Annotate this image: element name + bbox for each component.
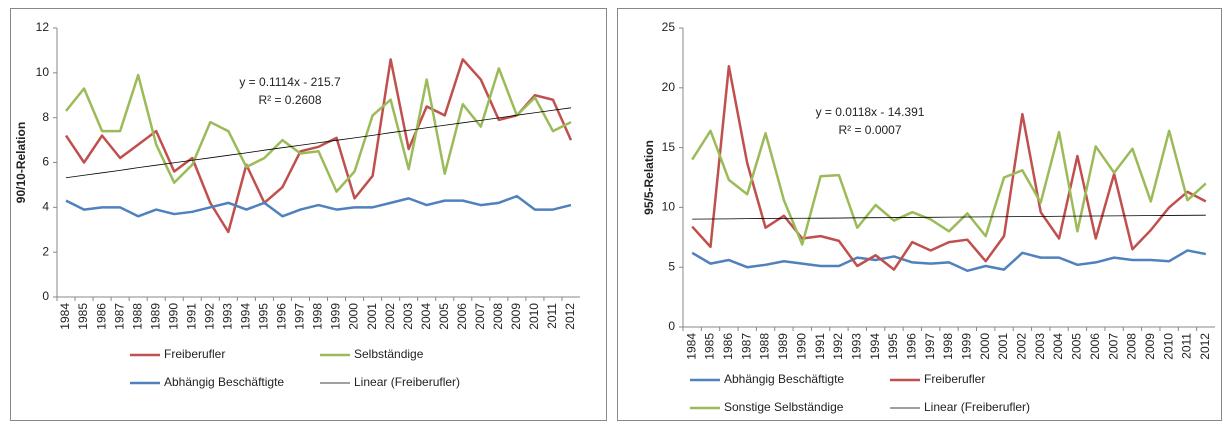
- legend-label: Linear (Freiberufler): [924, 400, 1030, 414]
- series-line: [64, 58, 573, 234]
- y-tick-label: 25: [662, 20, 676, 34]
- x-tick-label: 2002: [383, 303, 397, 330]
- y-tick-label: 10: [36, 65, 50, 79]
- x-tick-label: 1997: [923, 333, 937, 360]
- y-tick-label: 12: [36, 20, 50, 34]
- x-tick-label: 2001: [996, 333, 1010, 360]
- x-tick-label: 2007: [1106, 333, 1120, 360]
- x-tick-label: 1988: [130, 303, 144, 330]
- y-tick-label: 6: [42, 155, 49, 169]
- x-tick-label: 2009: [1143, 333, 1157, 360]
- x-tick-label: 1999: [329, 303, 343, 330]
- series-line: [65, 107, 572, 179]
- x-tick-label: 1989: [776, 333, 790, 360]
- y-tick-label: 4: [42, 200, 49, 214]
- y-tick-label: 20: [662, 80, 676, 94]
- x-tick-label: 1999: [960, 333, 974, 360]
- x-tick-label: 2012: [563, 303, 577, 330]
- series-line: [691, 129, 1207, 246]
- x-tick-label: 2005: [437, 303, 451, 330]
- x-tick-label: 1998: [311, 303, 325, 330]
- x-tick-label: 2010: [527, 303, 541, 330]
- x-tick-label: 2012: [1198, 333, 1212, 360]
- x-tick-label: 2009: [509, 303, 523, 330]
- x-tick-label: 1985: [703, 333, 717, 360]
- x-tick-label: 2011: [545, 303, 559, 329]
- series-line: [65, 67, 572, 193]
- trendline-annotation: y = 0.0118x - 14.391: [816, 105, 925, 119]
- x-tick-label: 2010: [1161, 333, 1175, 360]
- x-tick-label: 1994: [239, 303, 253, 330]
- y-tick-label: 0: [668, 319, 675, 333]
- x-tick-label: 1992: [831, 333, 845, 360]
- legend-label: Freiberufler: [924, 372, 985, 386]
- x-tick-label: 2000: [978, 333, 992, 360]
- legend-label: Sonstige Selbständige: [724, 400, 844, 414]
- series-line: [65, 194, 572, 218]
- y-tick-label: 5: [668, 259, 675, 273]
- x-tick-label: 2003: [401, 303, 415, 330]
- x-tick-label: 2001: [365, 303, 379, 330]
- x-tick-label: 1984: [58, 303, 72, 330]
- x-tick-label: 2003: [1033, 333, 1047, 360]
- series-line: [692, 214, 1206, 220]
- y-axis-label: 90/10-Relation: [14, 122, 28, 203]
- legend-label: Freiberufler: [164, 347, 225, 361]
- x-tick-label: 2002: [1015, 333, 1029, 360]
- legend-label: Abhängig Beschäftigte: [164, 375, 284, 389]
- x-tick-label: 1994: [868, 333, 882, 360]
- y-tick-label: 8: [42, 110, 49, 124]
- x-tick-label: 1992: [202, 303, 216, 330]
- x-tick-label: 2007: [473, 303, 487, 330]
- x-tick-label: 1995: [257, 303, 271, 330]
- x-tick-label: 2008: [491, 303, 505, 330]
- x-tick-label: 2006: [1088, 333, 1102, 360]
- x-tick-label: 1990: [166, 303, 180, 330]
- x-tick-label: 1993: [220, 303, 234, 330]
- x-tick-label: 2008: [1125, 333, 1139, 360]
- x-tick-label: 1986: [94, 303, 108, 330]
- x-tick-label: 1989: [148, 303, 162, 330]
- y-tick-label: 10: [662, 200, 676, 214]
- x-tick-label: 1998: [941, 333, 955, 360]
- x-tick-label: 1988: [758, 333, 772, 360]
- x-tick-label: 1993: [849, 333, 863, 360]
- trendline-annotation: R² = 0.0007: [838, 123, 901, 137]
- x-tick-label: 2000: [347, 303, 361, 330]
- legend-label: Selbständige: [354, 347, 424, 361]
- x-tick-label: 1986: [721, 333, 735, 360]
- x-tick-label: 2006: [455, 303, 469, 330]
- x-tick-label: 2004: [419, 303, 433, 330]
- trendline-annotation: y = 0.1114x - 215.7: [239, 75, 341, 89]
- x-tick-label: 2004: [1051, 333, 1065, 360]
- legend-label: Linear (Freiberufler): [354, 375, 460, 389]
- x-tick-label: 1991: [184, 303, 198, 330]
- legend-label: Abhängig Beschäftigte: [724, 372, 844, 386]
- x-tick-label: 1987: [112, 303, 126, 330]
- trendline-annotation: R² = 0.2608: [258, 93, 321, 107]
- x-tick-label: 1996: [275, 303, 289, 330]
- y-tick-label: 2: [42, 244, 49, 258]
- y-tick-label: 15: [662, 140, 676, 154]
- x-tick-label: 2011: [1180, 333, 1194, 359]
- x-tick-label: 2005: [1070, 333, 1084, 360]
- x-tick-label: 1987: [739, 333, 753, 360]
- y-axis-label: 95/5-Relation: [642, 140, 656, 215]
- series-line: [691, 65, 1207, 271]
- x-tick-label: 1997: [293, 303, 307, 330]
- x-tick-label: 1985: [76, 303, 90, 330]
- x-tick-label: 1995: [886, 333, 900, 360]
- series-line: [691, 249, 1207, 273]
- x-tick-label: 1990: [794, 333, 808, 360]
- chart-frame: [10, 8, 607, 421]
- x-tick-label: 1984: [684, 333, 698, 360]
- y-tick-label: 0: [42, 289, 49, 303]
- x-tick-label: 1991: [813, 333, 827, 360]
- x-tick-label: 1996: [904, 333, 918, 360]
